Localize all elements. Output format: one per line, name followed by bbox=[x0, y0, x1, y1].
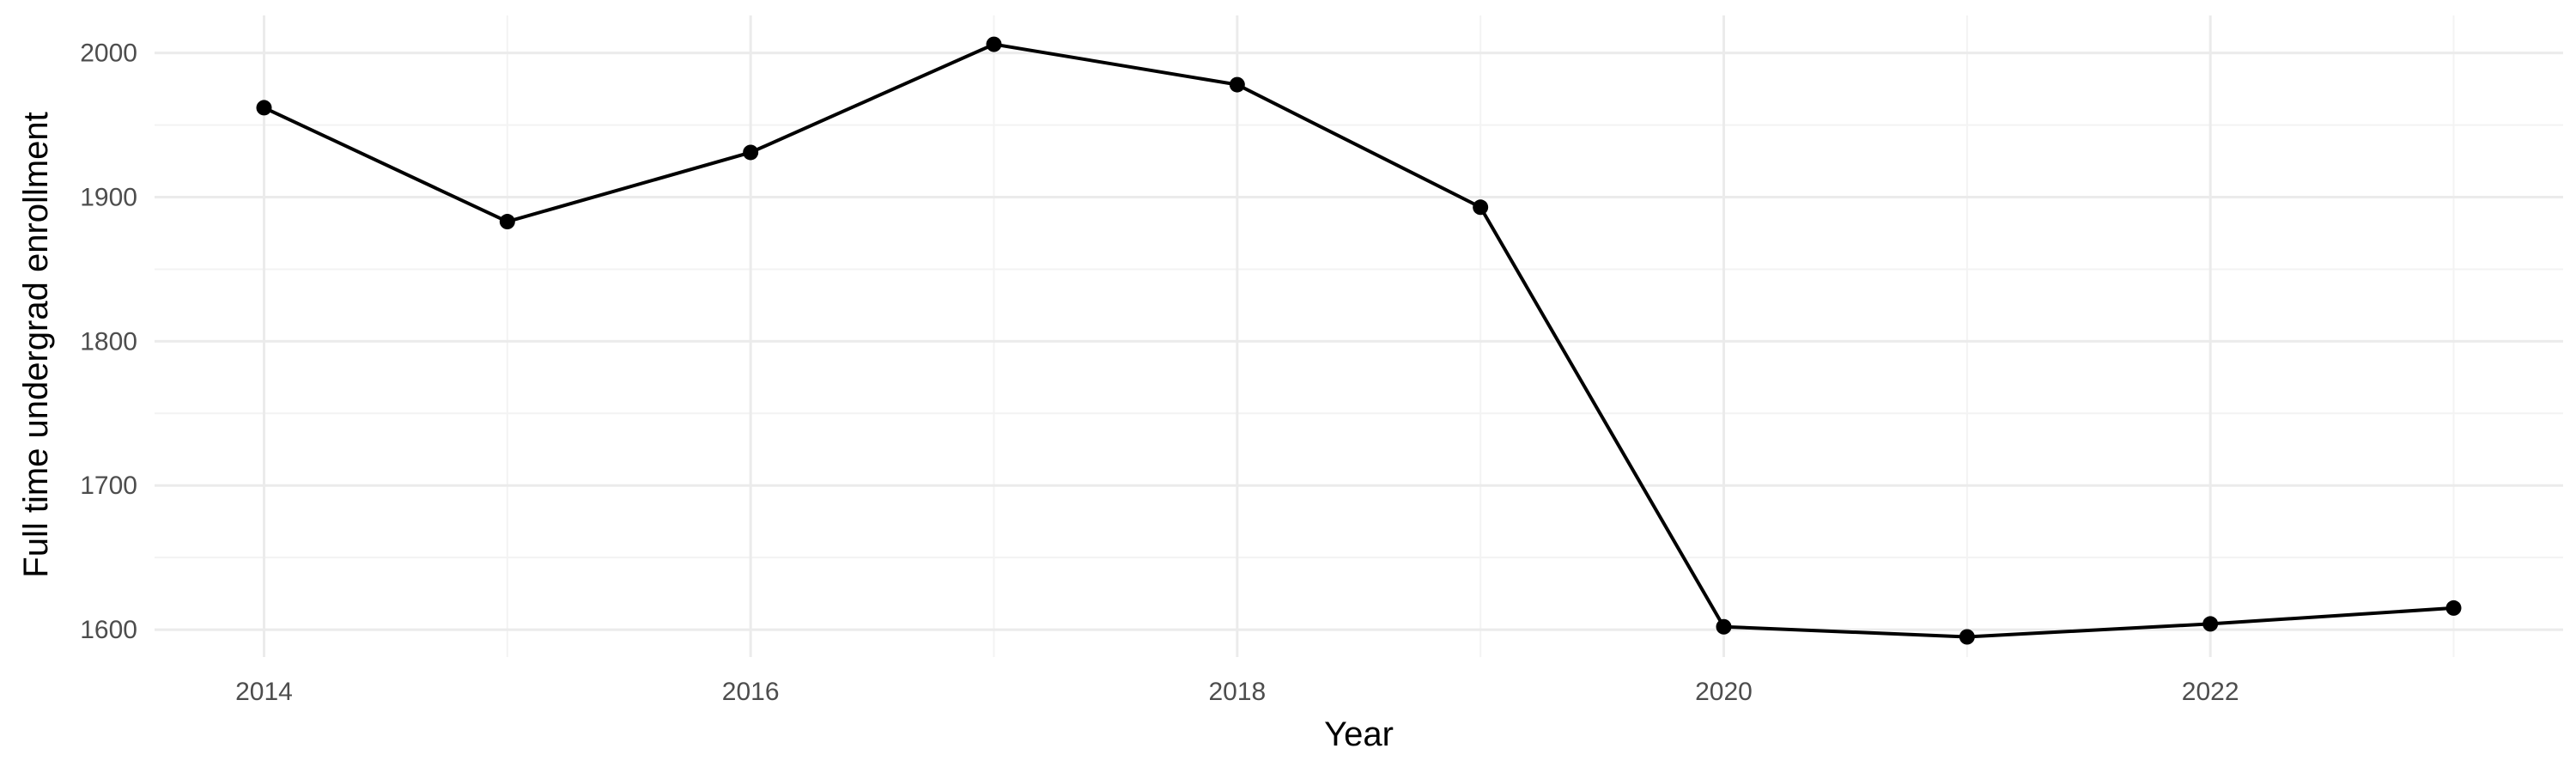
data-point bbox=[499, 214, 515, 230]
minor-gridlines bbox=[155, 15, 2563, 657]
data-point bbox=[986, 36, 1002, 52]
data-point bbox=[2202, 616, 2219, 632]
data-point bbox=[743, 144, 759, 161]
series-line bbox=[263, 42, 2454, 639]
y-tick-label: 2000 bbox=[80, 40, 137, 68]
y-tick-label: 1900 bbox=[80, 184, 137, 212]
series-layer bbox=[256, 36, 2462, 645]
major-gridlines bbox=[155, 15, 2563, 657]
y-tick-label: 1600 bbox=[80, 616, 137, 644]
y-tick-label: 1800 bbox=[80, 327, 137, 356]
data-point bbox=[1716, 618, 1732, 635]
x-tick-label: 2014 bbox=[235, 678, 293, 706]
x-tick-label: 2016 bbox=[722, 678, 780, 706]
tick-labels: 2014 2016 2018 2020 2022 1600 1700 1800 1900 2000 bbox=[80, 40, 2239, 706]
x-axis-title: Year bbox=[1324, 715, 1394, 753]
y-tick-label: 1700 bbox=[80, 472, 137, 500]
x-tick-label: 2022 bbox=[2182, 678, 2239, 706]
data-point bbox=[1473, 199, 1489, 216]
x-tick-label: 2018 bbox=[1208, 678, 1266, 706]
data-point bbox=[2445, 600, 2462, 616]
data-point bbox=[256, 100, 272, 116]
data-point bbox=[1229, 76, 1245, 93]
y-axis-title: Full time undergrad enrollment bbox=[17, 112, 55, 577]
data-point bbox=[1959, 629, 1975, 645]
x-tick-label: 2020 bbox=[1695, 678, 1753, 706]
